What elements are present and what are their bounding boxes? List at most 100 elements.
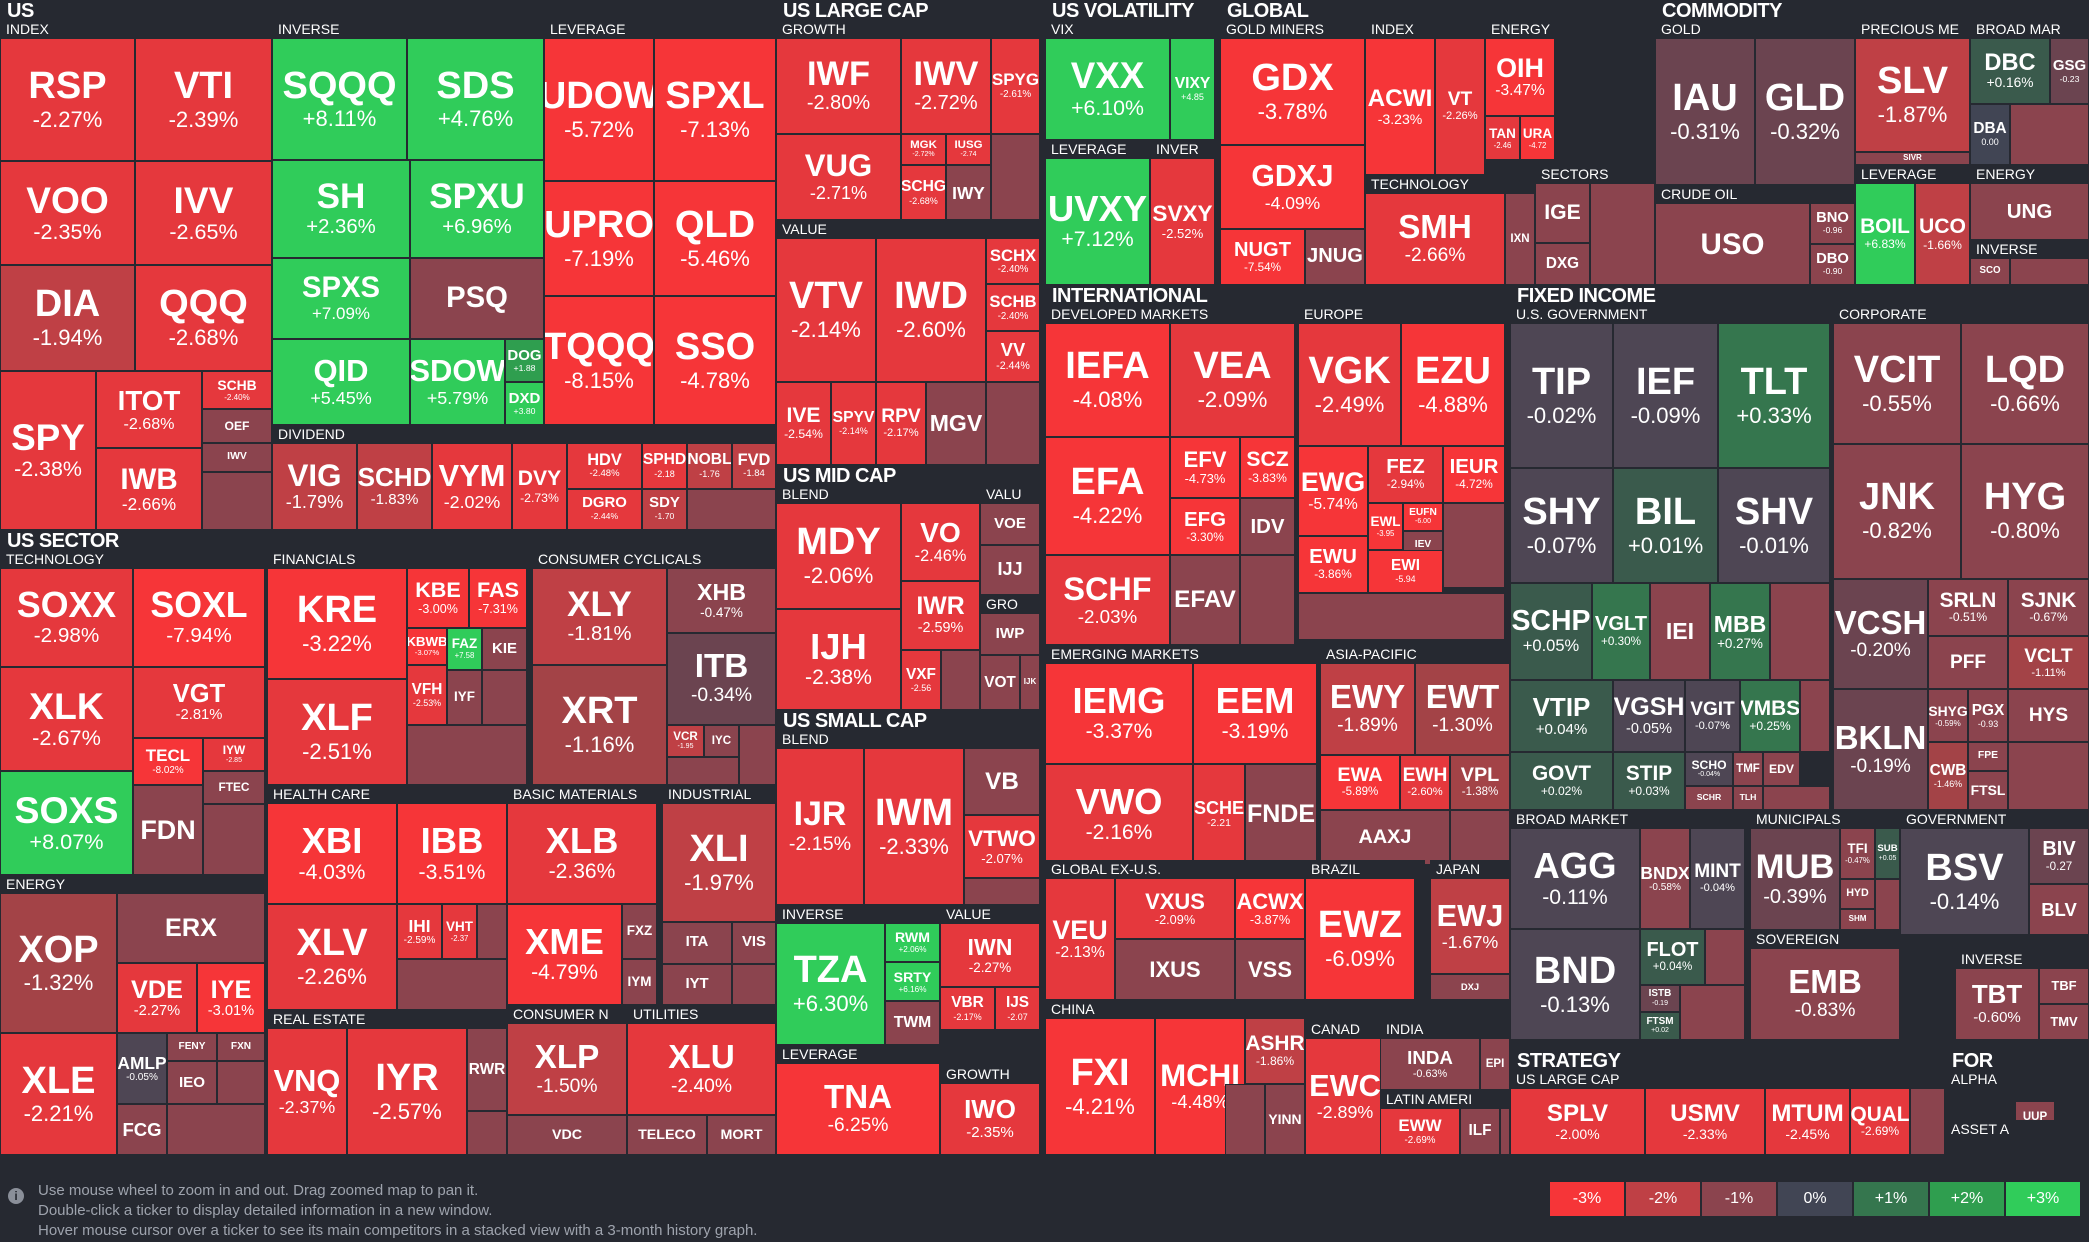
tile-small[interactable] (1910, 1088, 1945, 1155)
tile-aaxj[interactable]: AAXJ (1320, 809, 1450, 865)
tile-vtv[interactable]: VTV -2.14% (776, 238, 876, 382)
tile-iyc[interactable]: IYC (704, 724, 739, 758)
tile-tza[interactable]: TZA +6.30% (776, 923, 885, 1045)
tile-vss[interactable]: VSS (1235, 939, 1305, 1000)
tile-soxl[interactable]: SOXL -7.94% (133, 568, 265, 668)
tile-xli[interactable]: XLI -1.97% (662, 803, 776, 923)
tile-small[interactable] (1590, 183, 1655, 285)
tile-xlv[interactable]: XLV -2.26% (267, 904, 397, 1010)
tile-small[interactable] (2008, 742, 2089, 810)
tile-psq[interactable]: PSQ (410, 257, 544, 339)
tile-oih[interactable]: OIH -3.47% (1485, 38, 1555, 117)
tile-eufn[interactable]: EUFN -6.00 (1403, 502, 1443, 532)
tile-small[interactable] (1875, 879, 1900, 930)
tile-fxz[interactable]: FXZ (622, 904, 657, 960)
tile-small[interactable] (964, 878, 1040, 905)
tile-ihi[interactable]: IHI -2.59% (397, 904, 442, 960)
tile-ieo[interactable]: IEO (167, 1061, 217, 1104)
tile-schg[interactable]: SCHG -2.68% (901, 165, 946, 220)
tile-twm[interactable]: TWM (885, 1001, 940, 1045)
tile-iyt[interactable]: IYT (662, 963, 732, 1005)
tile-schx[interactable]: SCHX -2.40% (986, 238, 1040, 285)
tile-yinn[interactable]: YINN (1265, 1084, 1305, 1155)
tile-soxx[interactable]: SOXX -2.98% (0, 568, 133, 668)
tile-pff[interactable]: PFF (1928, 636, 2008, 690)
tile-iym[interactable]: IYM (622, 959, 657, 1005)
tile-fpe[interactable]: FPE (1968, 742, 2008, 772)
tile-small[interactable] (1443, 502, 1505, 588)
tile-ewu[interactable]: EWU -3.86% (1298, 535, 1368, 593)
tile-fxi[interactable]: FXI -4.21% (1045, 1018, 1155, 1155)
tile-small[interactable] (202, 472, 272, 530)
tile-small[interactable] (667, 757, 739, 785)
tile-bndx[interactable]: BNDX -0.58% (1640, 828, 1690, 930)
tile-shm[interactable]: SHM (1840, 908, 1875, 930)
tile-shyg[interactable]: SHYG -0.59% (1928, 689, 1968, 743)
tile-efg[interactable]: EFG -3.30% (1170, 498, 1240, 556)
tile-pgx[interactable]: PGX -0.93 (1968, 689, 2008, 743)
tile-small[interactable] (397, 959, 507, 1010)
tile-scz[interactable]: SCZ -3.83% (1240, 436, 1295, 499)
tile-ijs[interactable]: IJS -2.07 (995, 987, 1040, 1030)
tile-vclt[interactable]: VCLT -1.11% (2008, 636, 2089, 690)
tile-gsg[interactable]: GSG -0.23 (2050, 38, 2089, 104)
tile-flot[interactable]: FLOT +0.04% (1640, 929, 1705, 985)
tile-vgsh[interactable]: VGSH -0.05% (1613, 679, 1685, 753)
tile-hdv[interactable]: HDV -2.48% (567, 443, 642, 489)
tile-schb[interactable]: SCHB -2.40% (202, 370, 272, 410)
tile-ita[interactable]: ITA (662, 922, 732, 964)
tile-mub[interactable]: MUB -0.39% (1750, 828, 1840, 930)
tile-rpv[interactable]: RPV -2.17% (876, 381, 926, 465)
tile-tmf[interactable]: TMF (1733, 752, 1763, 786)
tile-lqd[interactable]: LQD -0.66% (1961, 323, 2089, 444)
tile-vxx[interactable]: VXX +6.10% (1045, 38, 1170, 140)
tile-xme[interactable]: XME -4.79% (507, 904, 622, 1005)
tile-vnq[interactable]: VNQ -2.37% (267, 1028, 347, 1155)
tile-iyr[interactable]: IYR -2.57% (347, 1028, 467, 1155)
tile-ivv[interactable]: IVV -2.65% (135, 161, 272, 265)
tile-ijk[interactable]: IJK (1020, 655, 1040, 710)
tile-vdc[interactable]: VDC (507, 1115, 627, 1155)
tile-xlb[interactable]: XLB -2.36% (507, 803, 657, 904)
tile-iei[interactable]: IEI (1650, 583, 1710, 680)
tile-jnk[interactable]: JNK -0.82% (1833, 443, 1961, 579)
tile-small[interactable] (1298, 592, 1505, 640)
tile-efv[interactable]: EFV -4.73% (1170, 436, 1240, 499)
tile-tqqq[interactable]: TQQQ -8.15% (544, 296, 654, 425)
tile-sub[interactable]: SUB +0.05 (1875, 828, 1900, 879)
tile-small[interactable] (1763, 785, 1830, 810)
tile-feny[interactable]: FENY (167, 1033, 217, 1062)
tile-kbe[interactable]: KBE -3.00% (407, 568, 469, 629)
tile-vglt[interactable]: VGLT +0.30% (1592, 583, 1650, 680)
tile-mdy[interactable]: MDY -2.06% (776, 503, 901, 609)
tile-biv[interactable]: BIV -0.27 (2029, 828, 2089, 884)
tile-tmv[interactable]: TMV (2039, 1004, 2089, 1040)
tile-dba[interactable]: DBA 0.00 (1970, 103, 2010, 165)
tile-ura[interactable]: URA -4.72 (1520, 116, 1555, 160)
tile-small[interactable] (1450, 809, 1510, 865)
tile-uvxy[interactable]: UVXY +7.12% (1045, 158, 1150, 285)
tile-cwb[interactable]: CWB -1.46% (1928, 742, 1968, 810)
tile-vea[interactable]: VEA -2.09% (1170, 323, 1295, 437)
tile-iwv[interactable]: IWV (202, 443, 272, 473)
tile-vb[interactable]: VB (964, 748, 1040, 816)
tile-mtum[interactable]: MTUM -2.45% (1765, 1088, 1850, 1155)
tile-spy[interactable]: SPY -2.38% (0, 370, 96, 530)
tile-idv[interactable]: IDV (1240, 498, 1295, 556)
tile-iwp[interactable]: IWP (980, 613, 1040, 656)
tile-iusg[interactable]: IUSG -2.74 (946, 133, 991, 166)
tile-dbc[interactable]: DBC +0.16% (1970, 38, 2050, 104)
tile-srln[interactable]: SRLN -0.51% (1928, 578, 2008, 637)
tile-sds[interactable]: SDS +4.76% (407, 38, 544, 161)
tile-gdxj[interactable]: GDXJ -4.09% (1220, 145, 1365, 230)
tile-tip[interactable]: TIP -0.02% (1510, 323, 1613, 468)
tile-govt[interactable]: GOVT +0.02% (1510, 752, 1613, 810)
tile-vcit[interactable]: VCIT -0.55% (1833, 323, 1961, 444)
tile-ewl[interactable]: EWL -3.95 (1368, 502, 1403, 551)
tile-spxl[interactable]: SPXL -7.13% (654, 38, 776, 182)
tile-ive[interactable]: IVE -2.54% (776, 381, 831, 465)
tile-acwx[interactable]: ACWX -3.87% (1235, 878, 1305, 939)
tile-iwd[interactable]: IWD -2.60% (876, 238, 986, 382)
tile-fdn[interactable]: FDN (133, 785, 203, 875)
tile-amlp[interactable]: AMLP -0.05% (117, 1033, 167, 1104)
